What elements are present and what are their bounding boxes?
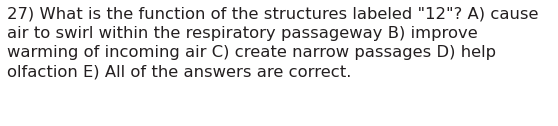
Text: 27) What is the function of the structures labeled "12"? A) cause
air to swirl w: 27) What is the function of the structur… bbox=[7, 6, 538, 80]
